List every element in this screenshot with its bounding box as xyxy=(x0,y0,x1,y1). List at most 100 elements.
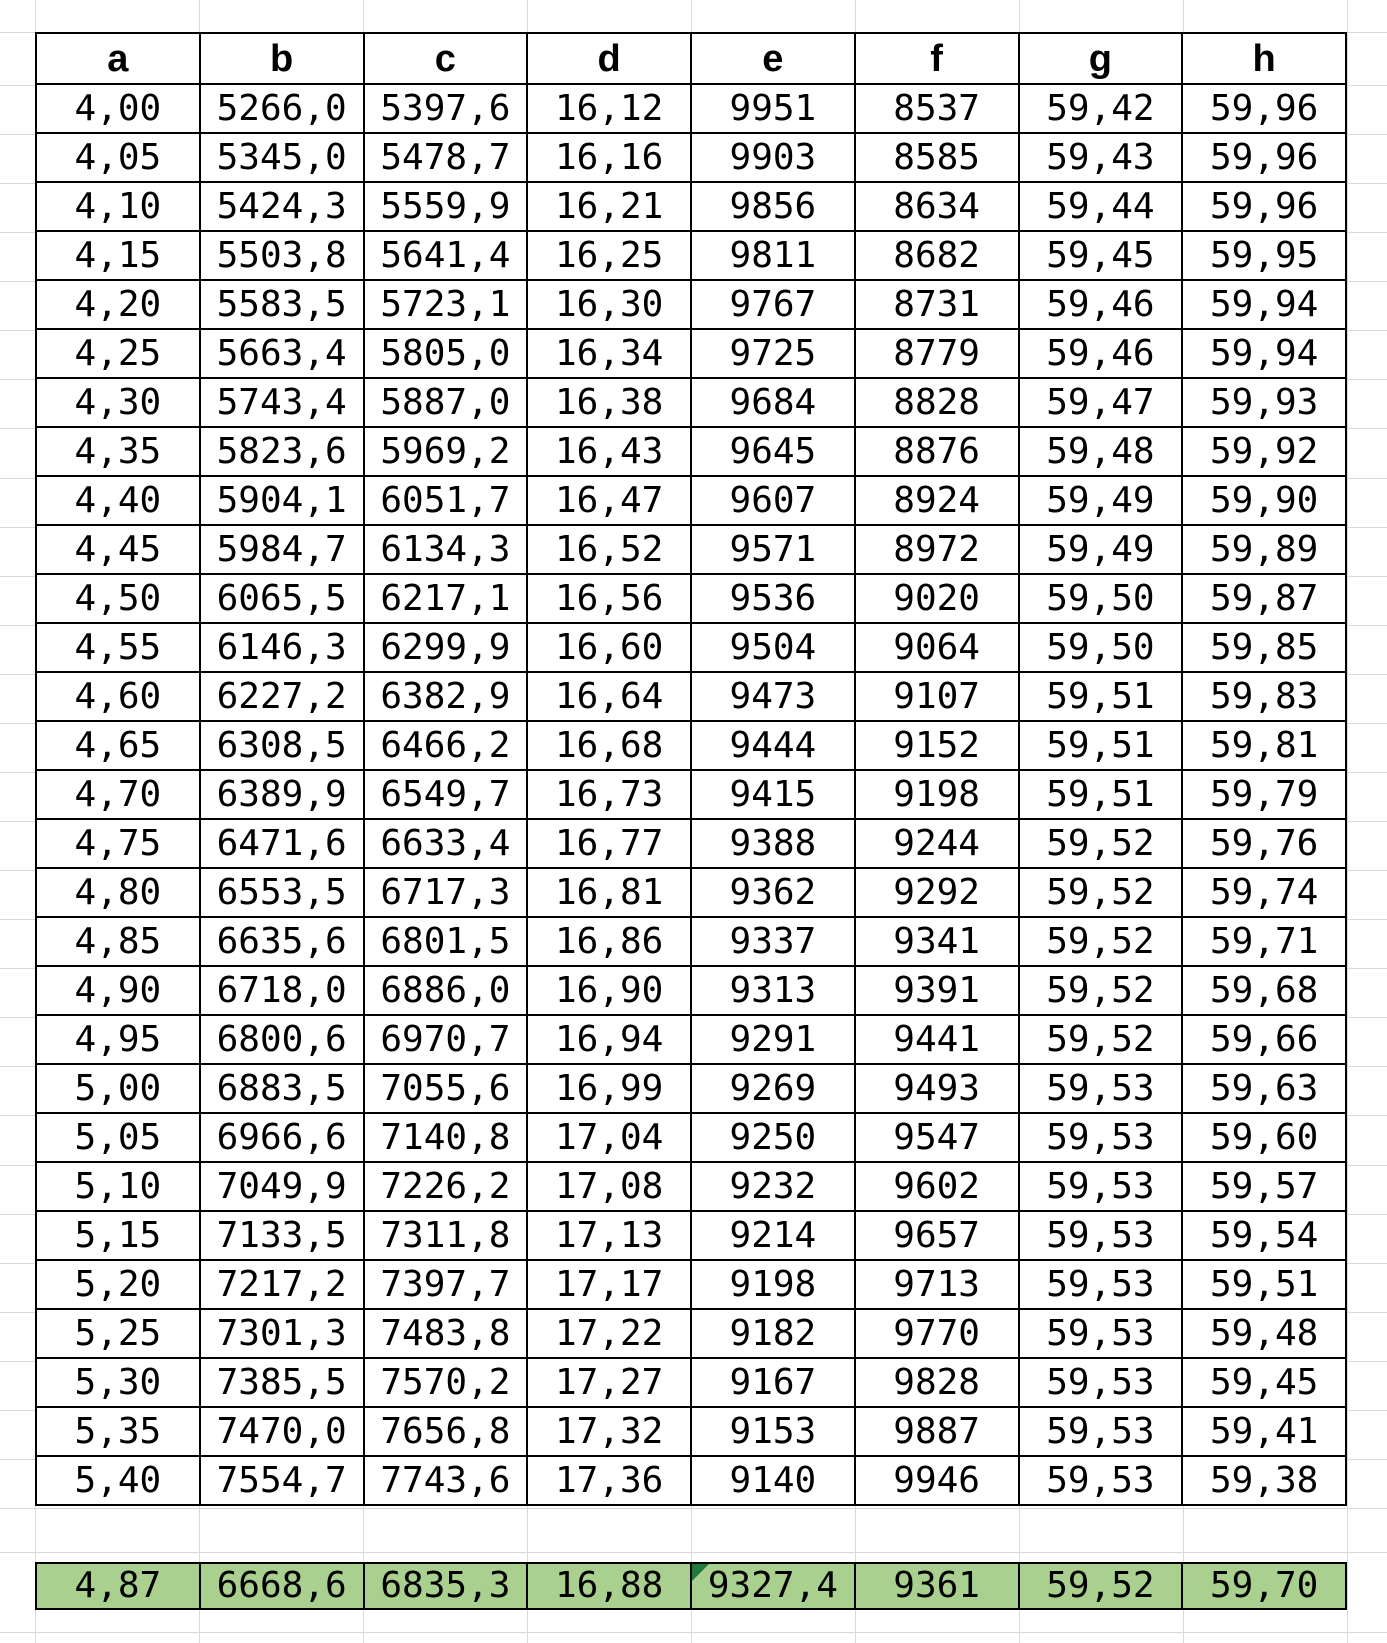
column-header-a[interactable]: a xyxy=(35,32,201,85)
table-cell[interactable]: 9153 xyxy=(690,1406,856,1457)
table-cell[interactable]: 16,47 xyxy=(526,475,692,526)
table-cell[interactable]: 6635,6 xyxy=(198,916,365,967)
table-cell[interactable]: 6051,7 xyxy=(362,475,529,526)
table-cell[interactable]: 59,96 xyxy=(1181,181,1347,232)
table-cell[interactable]: 7743,6 xyxy=(362,1455,529,1506)
table-cell[interactable]: 9767 xyxy=(690,279,856,330)
table-cell[interactable]: 9313 xyxy=(690,965,856,1016)
table-cell[interactable]: 9536 xyxy=(690,573,856,624)
table-cell[interactable]: 6800,6 xyxy=(198,1014,365,1065)
table-cell[interactable]: 6299,9 xyxy=(362,622,529,673)
table-cell[interactable]: 4,45 xyxy=(35,524,201,575)
table-cell[interactable]: 59,49 xyxy=(1017,475,1184,526)
column-header-f[interactable]: f xyxy=(853,32,1020,85)
table-cell[interactable]: 4,40 xyxy=(35,475,201,526)
table-cell[interactable]: 6553,5 xyxy=(198,867,365,918)
table-cell[interactable]: 16,30 xyxy=(526,279,692,330)
table-cell[interactable]: 4,50 xyxy=(35,573,201,624)
table-cell[interactable]: 59,53 xyxy=(1017,1063,1184,1114)
table-cell[interactable]: 7470,0 xyxy=(198,1406,365,1457)
table-cell[interactable]: 59,51 xyxy=(1181,1259,1347,1310)
table-cell[interactable]: 9415 xyxy=(690,769,856,820)
table-cell[interactable]: 9244 xyxy=(853,818,1020,869)
table-cell[interactable]: 16,56 xyxy=(526,573,692,624)
table-cell[interactable]: 16,43 xyxy=(526,426,692,477)
table-cell[interactable]: 9571 xyxy=(690,524,856,575)
table-cell[interactable]: 9441 xyxy=(853,1014,1020,1065)
table-cell[interactable]: 5,20 xyxy=(35,1259,201,1310)
table-cell[interactable]: 59,94 xyxy=(1181,279,1347,330)
table-cell[interactable]: 17,13 xyxy=(526,1210,692,1261)
table-cell[interactable]: 5345,0 xyxy=(198,132,365,183)
table-cell[interactable]: 8924 xyxy=(853,475,1020,526)
table-cell[interactable]: 16,38 xyxy=(526,377,692,428)
table-cell[interactable]: 9182 xyxy=(690,1308,856,1359)
table-cell[interactable]: 59,53 xyxy=(1017,1357,1184,1408)
table-cell[interactable]: 6308,5 xyxy=(198,720,365,771)
table-cell[interactable]: 6970,7 xyxy=(362,1014,529,1065)
table-cell[interactable]: 9020 xyxy=(853,573,1020,624)
table-cell[interactable]: 8585 xyxy=(853,132,1020,183)
table-cell[interactable]: 9684 xyxy=(690,377,856,428)
table-cell[interactable]: 9903 xyxy=(690,132,856,183)
table-cell[interactable]: 8634 xyxy=(853,181,1020,232)
table-cell[interactable]: 59,93 xyxy=(1181,377,1347,428)
table-cell[interactable]: 16,21 xyxy=(526,181,692,232)
table-cell[interactable]: 4,35 xyxy=(35,426,201,477)
table-cell[interactable]: 16,81 xyxy=(526,867,692,918)
table-cell[interactable]: 7226,2 xyxy=(362,1161,529,1212)
table-cell[interactable]: 16,34 xyxy=(526,328,692,379)
table-cell[interactable]: 59,68 xyxy=(1181,965,1347,1016)
table-cell[interactable]: 59,94 xyxy=(1181,328,1347,379)
table-cell[interactable]: 9388 xyxy=(690,818,856,869)
table-cell[interactable]: 9887 xyxy=(853,1406,1020,1457)
table-cell[interactable]: 59,50 xyxy=(1017,573,1184,624)
table-cell[interactable]: 5969,2 xyxy=(362,426,529,477)
table-cell[interactable]: 6217,1 xyxy=(362,573,529,624)
table-cell[interactable]: 5503,8 xyxy=(198,230,365,281)
table-cell[interactable]: 9473 xyxy=(690,671,856,722)
table-cell[interactable]: 16,60 xyxy=(526,622,692,673)
table-cell[interactable]: 59,53 xyxy=(1017,1210,1184,1261)
table-cell[interactable]: 7055,6 xyxy=(362,1063,529,1114)
column-header-d[interactable]: d xyxy=(526,32,692,85)
table-cell[interactable]: 4,65 xyxy=(35,720,201,771)
table-cell[interactable]: 9725 xyxy=(690,328,856,379)
table-cell[interactable]: 9951 xyxy=(690,83,856,134)
table-cell[interactable]: 17,27 xyxy=(526,1357,692,1408)
table-cell[interactable]: 8537 xyxy=(853,83,1020,134)
table-cell[interactable]: 7570,2 xyxy=(362,1357,529,1408)
table-cell[interactable]: 59,83 xyxy=(1181,671,1347,722)
table-cell[interactable]: 9828 xyxy=(853,1357,1020,1408)
table-cell[interactable]: 59,54 xyxy=(1181,1210,1347,1261)
table-cell[interactable]: 59,76 xyxy=(1181,818,1347,869)
table-cell[interactable]: 17,17 xyxy=(526,1259,692,1310)
table-cell[interactable]: 5,00 xyxy=(35,1063,201,1114)
table-cell[interactable]: 59,53 xyxy=(1017,1161,1184,1212)
table-cell[interactable]: 9657 xyxy=(853,1210,1020,1261)
table-cell[interactable]: 59,53 xyxy=(1017,1455,1184,1506)
table-cell[interactable]: 9946 xyxy=(853,1455,1020,1506)
table-cell[interactable]: 5,40 xyxy=(35,1455,201,1506)
table-cell[interactable]: 59,52 xyxy=(1017,867,1184,918)
table-cell[interactable]: 16,90 xyxy=(526,965,692,1016)
table-cell[interactable]: 6227,2 xyxy=(198,671,365,722)
table-cell[interactable]: 9493 xyxy=(853,1063,1020,1114)
table-cell[interactable]: 59,48 xyxy=(1181,1308,1347,1359)
table-cell[interactable]: 16,94 xyxy=(526,1014,692,1065)
column-header-b[interactable]: b xyxy=(198,32,365,85)
table-cell[interactable]: 5424,3 xyxy=(198,181,365,232)
summary-cell[interactable]: 6835,3 xyxy=(362,1562,529,1610)
table-cell[interactable]: 5984,7 xyxy=(198,524,365,575)
table-cell[interactable]: 4,05 xyxy=(35,132,201,183)
table-cell[interactable]: 59,96 xyxy=(1181,132,1347,183)
table-cell[interactable]: 6549,7 xyxy=(362,769,529,820)
table-cell[interactable]: 7656,8 xyxy=(362,1406,529,1457)
summary-cell[interactable]: 59,52 xyxy=(1017,1562,1184,1610)
table-cell[interactable]: 16,25 xyxy=(526,230,692,281)
table-cell[interactable]: 9444 xyxy=(690,720,856,771)
table-cell[interactable]: 9547 xyxy=(853,1112,1020,1163)
table-cell[interactable]: 59,41 xyxy=(1181,1406,1347,1457)
table-cell[interactable]: 6389,9 xyxy=(198,769,365,820)
table-cell[interactable]: 16,64 xyxy=(526,671,692,722)
